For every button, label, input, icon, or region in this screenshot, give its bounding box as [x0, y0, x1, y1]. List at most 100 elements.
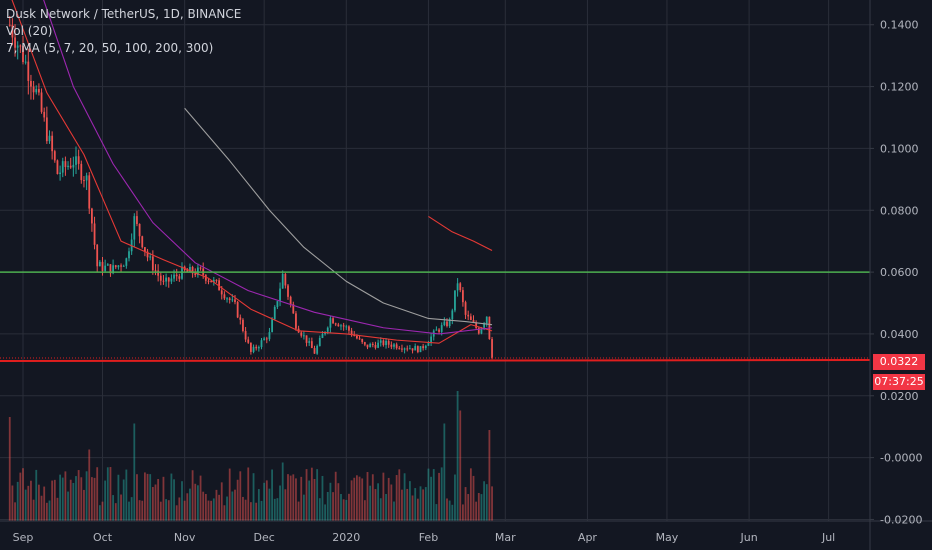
candle-body — [112, 265, 114, 274]
volume-bar — [284, 489, 287, 521]
candle-body — [329, 318, 332, 328]
candle-body — [104, 265, 107, 271]
candle-body — [77, 156, 80, 164]
volume-bar — [72, 482, 75, 521]
volume-bar — [122, 479, 125, 521]
volume-bar — [32, 499, 35, 521]
volume-bar — [234, 489, 236, 521]
volume-bar — [430, 476, 432, 521]
candle-body — [69, 165, 72, 168]
volume-bar — [210, 500, 213, 521]
volume-bar — [88, 449, 91, 521]
candle-body — [472, 320, 475, 323]
candle-body — [374, 344, 377, 348]
volume-bar — [151, 487, 154, 521]
volume-bar — [101, 501, 104, 521]
volume-bar — [202, 491, 205, 521]
volume-bar — [329, 482, 332, 521]
volume-bar — [427, 468, 430, 521]
candle-body — [303, 335, 305, 337]
candle-body — [334, 323, 337, 325]
candle-body — [48, 135, 51, 142]
time-tick-label: Nov — [174, 531, 196, 544]
symbol-title[interactable]: Dusk Network / TetherUS, 1D, BINANCE — [6, 7, 242, 21]
volume-bar — [271, 469, 273, 521]
candle-body — [223, 294, 226, 299]
ma-indicator-label[interactable]: 7, MA (5, 7, 20, 50, 100, 200, 300) — [6, 41, 214, 55]
candle-body — [448, 319, 451, 327]
candle-body — [67, 165, 69, 168]
volume-bar — [231, 491, 234, 521]
volume-bar — [353, 477, 356, 521]
volume-bar — [112, 495, 114, 521]
volume-bar — [144, 472, 146, 521]
volume-bar — [472, 475, 475, 521]
candle-body — [24, 61, 27, 63]
candle-body — [268, 332, 271, 340]
volume-bar — [141, 500, 144, 521]
volume-bar — [462, 504, 464, 521]
candle-body — [35, 88, 38, 93]
volume-bar — [16, 481, 19, 521]
candle-body — [263, 338, 266, 341]
time-tick-label: Jul — [821, 531, 835, 544]
candle-body — [96, 244, 99, 267]
candle-body — [310, 341, 313, 349]
volume-bar — [295, 478, 297, 521]
candle-body — [257, 347, 260, 349]
candle-body — [64, 161, 67, 168]
candle-body — [226, 298, 228, 300]
volume-bar — [136, 474, 138, 521]
candle-body — [348, 326, 350, 331]
time-tick-label: Mar — [495, 531, 516, 544]
candle-body — [345, 326, 348, 328]
volume-bar — [393, 501, 395, 521]
volume-bar — [361, 478, 364, 521]
volume-bar — [170, 473, 173, 521]
candle-body — [59, 172, 61, 174]
candle-body — [186, 270, 189, 272]
volume-bar — [345, 499, 348, 521]
time-tick-label: Feb — [419, 531, 438, 544]
candle-body — [173, 274, 175, 279]
time-tick-label: Dec — [254, 531, 275, 544]
candle-body — [438, 329, 440, 332]
candle-body — [8, 24, 11, 26]
volume-bar — [204, 493, 207, 521]
candle-body — [215, 279, 218, 281]
volume-bar — [149, 474, 152, 521]
candle-body — [385, 340, 387, 346]
candle-body — [313, 348, 316, 354]
volume-bar — [300, 476, 303, 521]
volume-bar — [117, 474, 120, 521]
candle-body — [128, 251, 130, 259]
candle-body — [485, 316, 488, 324]
volume-bar — [432, 469, 435, 521]
candle-body — [395, 344, 398, 349]
candle-body — [133, 216, 136, 240]
candle-body — [91, 208, 93, 224]
price-tick-label: 0.0600 — [880, 266, 919, 279]
candle-body — [300, 332, 303, 336]
candle-body — [382, 340, 385, 346]
volume-bar — [252, 473, 255, 521]
candle-body — [19, 45, 22, 47]
volume-bar — [265, 480, 268, 521]
candle-body — [165, 277, 167, 282]
volume-bar — [273, 498, 276, 521]
candle-body — [379, 340, 382, 343]
candle-body — [342, 325, 345, 327]
candle-body — [244, 331, 247, 340]
candle-body — [469, 316, 472, 321]
volume-bar — [451, 504, 454, 521]
volume-bar — [104, 480, 107, 521]
volume-bar — [464, 487, 467, 521]
volume-bar — [281, 462, 284, 521]
countdown-label: 07:37:25 — [873, 374, 925, 390]
volume-indicator-label[interactable]: Vol (20) — [6, 24, 53, 38]
volume-bar — [138, 500, 141, 521]
candle-body — [159, 275, 162, 281]
volume-bar — [197, 485, 199, 521]
candle-body — [276, 301, 279, 308]
